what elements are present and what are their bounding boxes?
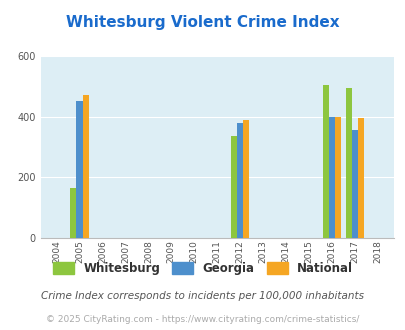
Text: Whitesburg Violent Crime Index: Whitesburg Violent Crime Index <box>66 15 339 30</box>
Bar <box>334 116 340 238</box>
Bar <box>351 130 357 238</box>
Bar <box>237 123 243 238</box>
Legend: Whitesburg, Georgia, National: Whitesburg, Georgia, National <box>49 258 356 279</box>
Bar <box>328 116 334 238</box>
Text: Crime Index corresponds to incidents per 100,000 inhabitants: Crime Index corresponds to incidents per… <box>41 291 364 301</box>
Bar <box>322 85 328 238</box>
Bar <box>83 95 89 238</box>
Text: © 2025 CityRating.com - https://www.cityrating.com/crime-statistics/: © 2025 CityRating.com - https://www.city… <box>46 315 359 324</box>
Bar <box>243 119 249 238</box>
Bar <box>70 188 76 238</box>
Bar <box>357 118 363 238</box>
Bar <box>76 101 83 238</box>
Bar <box>230 136 237 238</box>
Bar <box>345 88 351 238</box>
